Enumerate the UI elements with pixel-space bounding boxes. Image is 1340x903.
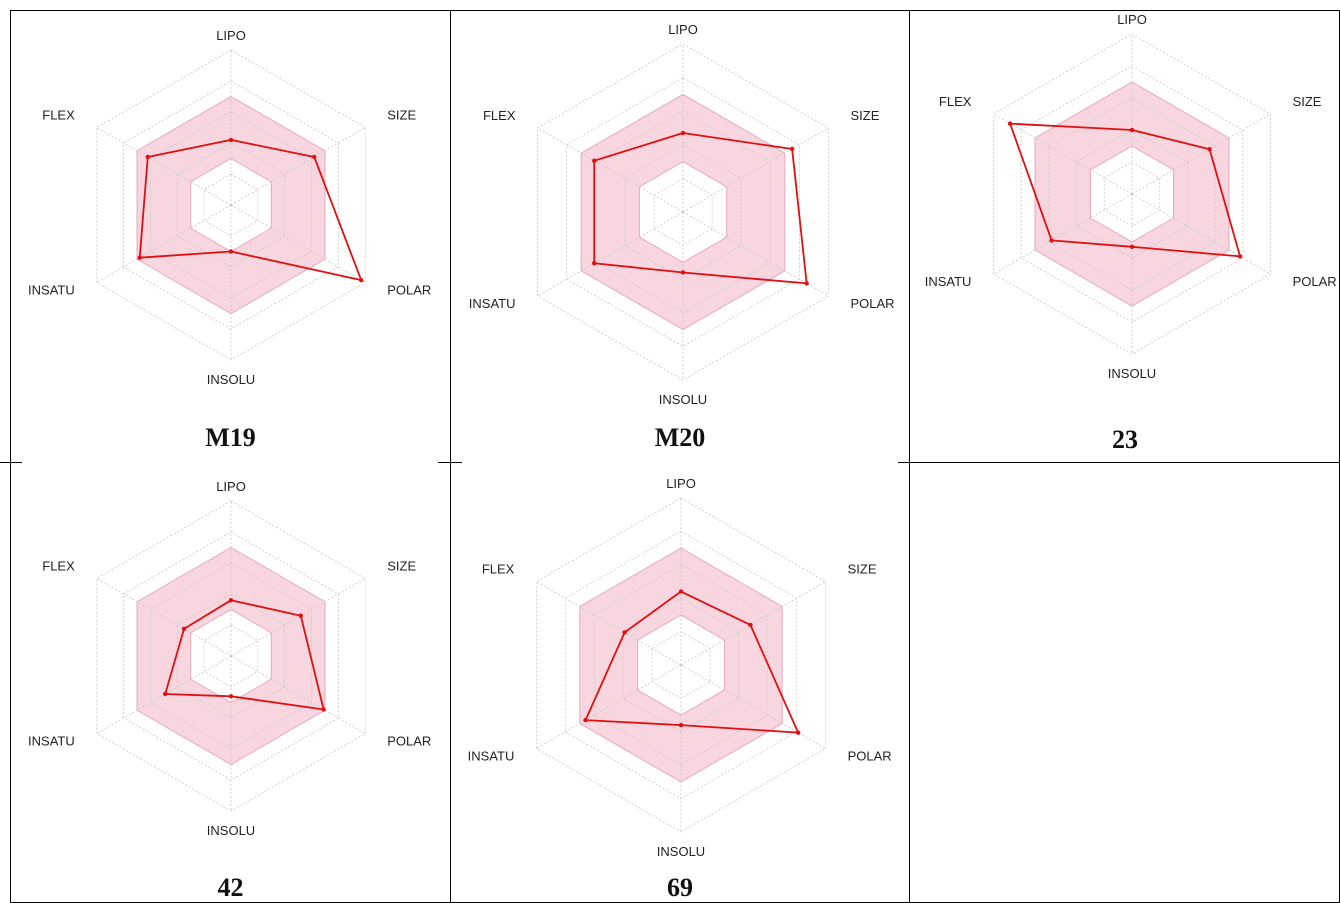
axis-label-size: SIZE	[387, 559, 416, 574]
data-point-insolu	[1129, 244, 1135, 249]
radar-chart-m20: LIPO SIZE POLAR INSOLU INSATU FLEX	[469, 22, 895, 407]
data-point-size	[748, 622, 753, 628]
axis-label-polar: POLAR	[387, 283, 431, 298]
data-point-size	[1207, 147, 1212, 152]
data-point-insolu	[678, 722, 684, 728]
spoke-size	[230, 578, 366, 657]
axis-label-insolu: INSOLU	[1108, 366, 1156, 381]
spoke-insatu	[96, 204, 232, 283]
data-point-insatu	[137, 255, 142, 260]
axis-label-insolu: INSOLU	[207, 372, 255, 387]
radar-chart-23: LIPO SIZE POLAR INSOLU INSATU FLEX	[925, 12, 1337, 381]
data-point-lipo	[228, 137, 234, 143]
axis-label-flex: FLEX	[483, 108, 516, 123]
compound-title: M20	[654, 423, 706, 452]
data-point-lipo	[228, 598, 234, 603]
axis-label-flex: FLEX	[482, 562, 515, 577]
data-point-insolu	[228, 249, 234, 254]
spoke-size	[230, 127, 366, 206]
axis-label-insolu: INSOLU	[207, 823, 255, 838]
radar-panel-69: LIPO SIZE POLAR INSOLU INSATU FLEX 69	[451, 463, 909, 903]
grid-ring-4	[566, 77, 800, 347]
data-point-polar	[795, 730, 801, 735]
radar-chart-m19: LIPO SIZE POLAR INSOLU INSATU FLEX	[28, 28, 431, 387]
axis-label-polar: POLAR	[850, 296, 894, 311]
axis-label-size: SIZE	[1293, 94, 1322, 109]
axis-label-lipo: LIPO	[216, 28, 246, 43]
radar-panel-m19: LIPO SIZE POLAR INSOLU INSATU FLEX M19	[11, 11, 450, 462]
axis-label-size: SIZE	[848, 562, 877, 577]
compound-title: 42	[217, 873, 244, 902]
axis-label-flex: FLEX	[42, 108, 75, 123]
radar-chart-42: LIPO SIZE POLAR INSOLU INSATU FLEX	[28, 479, 431, 838]
compound-title: 23	[1112, 425, 1138, 454]
data-point-lipo	[680, 130, 686, 136]
axis-label-polar: POLAR	[848, 749, 892, 764]
spoke-flex	[96, 578, 232, 657]
data-point-size	[789, 146, 795, 152]
axis-label-flex: FLEX	[42, 559, 75, 574]
grid-ring-5	[96, 500, 366, 812]
axis-label-lipo: LIPO	[216, 479, 246, 494]
data-point-flex	[622, 630, 627, 635]
axis-label-size: SIZE	[387, 108, 416, 123]
radar-panel-42: LIPO SIZE POLAR INSOLU INSATU FLEX 42	[11, 463, 450, 903]
radar-chart-69: LIPO SIZE POLAR INSOLU INSATU FLEX	[468, 476, 892, 859]
spoke-polar	[230, 655, 366, 734]
radar-panel-23: LIPO SIZE POLAR INSOLU INSATU FLEX 23	[910, 11, 1340, 462]
data-point-polar	[321, 707, 326, 712]
data-point-flex	[145, 154, 150, 160]
grid-ring-2	[624, 144, 742, 280]
spoke-polar	[230, 204, 366, 283]
spoke-polar	[682, 211, 829, 297]
grid-ring-1	[203, 624, 259, 688]
compound-title: 69	[667, 873, 693, 902]
axis-label-insatu: INSATU	[468, 749, 515, 764]
grid-ring-5	[96, 49, 366, 361]
data-point-insatu	[583, 717, 588, 723]
axis-label-insatu: INSATU	[469, 296, 516, 311]
data-point-polar	[359, 277, 364, 283]
axis-label-insatu: INSATU	[925, 274, 972, 289]
axis-label-insolu: INSOLU	[659, 392, 707, 407]
axis-label-insolu: INSOLU	[657, 844, 705, 859]
data-point-insolu	[680, 270, 686, 275]
axis-label-insatu: INSATU	[28, 283, 75, 298]
axis-label-size: SIZE	[850, 108, 879, 123]
compound-title: M19	[205, 423, 256, 452]
data-point-lipo	[1129, 127, 1135, 133]
spoke-flex	[96, 127, 232, 206]
axis-label-insatu: INSATU	[28, 734, 75, 749]
data-point-polar	[1237, 254, 1243, 259]
radar-panel-m20: LIPO SIZE POLAR INSOLU INSATU FLEX M20	[451, 11, 909, 462]
axis-label-polar: POLAR	[387, 734, 431, 749]
data-point-flex	[181, 626, 187, 632]
data-point-insatu	[163, 691, 168, 697]
data-point-insatu	[1049, 238, 1054, 243]
data-point-lipo	[678, 589, 684, 594]
axis-label-flex: FLEX	[939, 94, 972, 109]
data-point-size	[298, 613, 304, 618]
axis-label-polar: POLAR	[1293, 274, 1337, 289]
data-point-insatu	[592, 261, 597, 266]
spoke-size	[682, 127, 829, 213]
data-point-insolu	[228, 694, 234, 699]
data-point-size	[312, 154, 317, 160]
axis-label-lipo: LIPO	[1117, 12, 1147, 27]
axis-label-lipo: LIPO	[666, 476, 696, 491]
axis-label-lipo: LIPO	[668, 22, 698, 37]
data-point-flex	[1007, 121, 1013, 126]
data-point-flex	[592, 158, 597, 163]
data-point-polar	[804, 281, 809, 286]
grid-ring-5	[535, 497, 827, 833]
grid-ring-1	[203, 173, 259, 237]
